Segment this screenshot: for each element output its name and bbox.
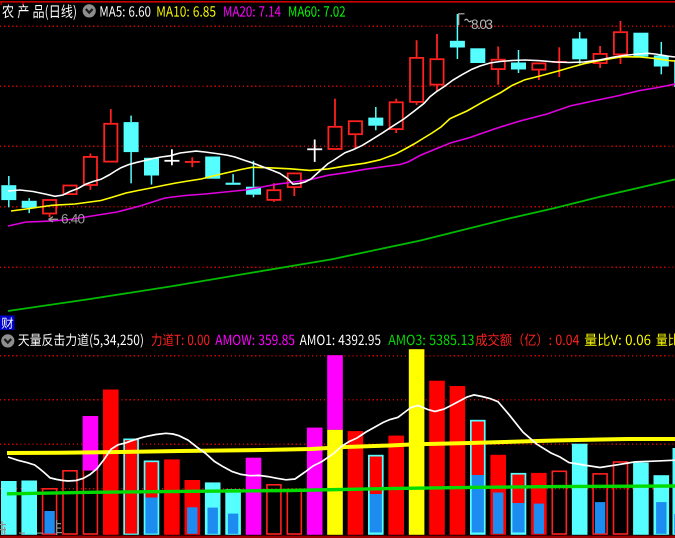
svg-text:8.03: 8.03 bbox=[471, 17, 493, 32]
svg-text:6.40: 6.40 bbox=[61, 212, 85, 227]
